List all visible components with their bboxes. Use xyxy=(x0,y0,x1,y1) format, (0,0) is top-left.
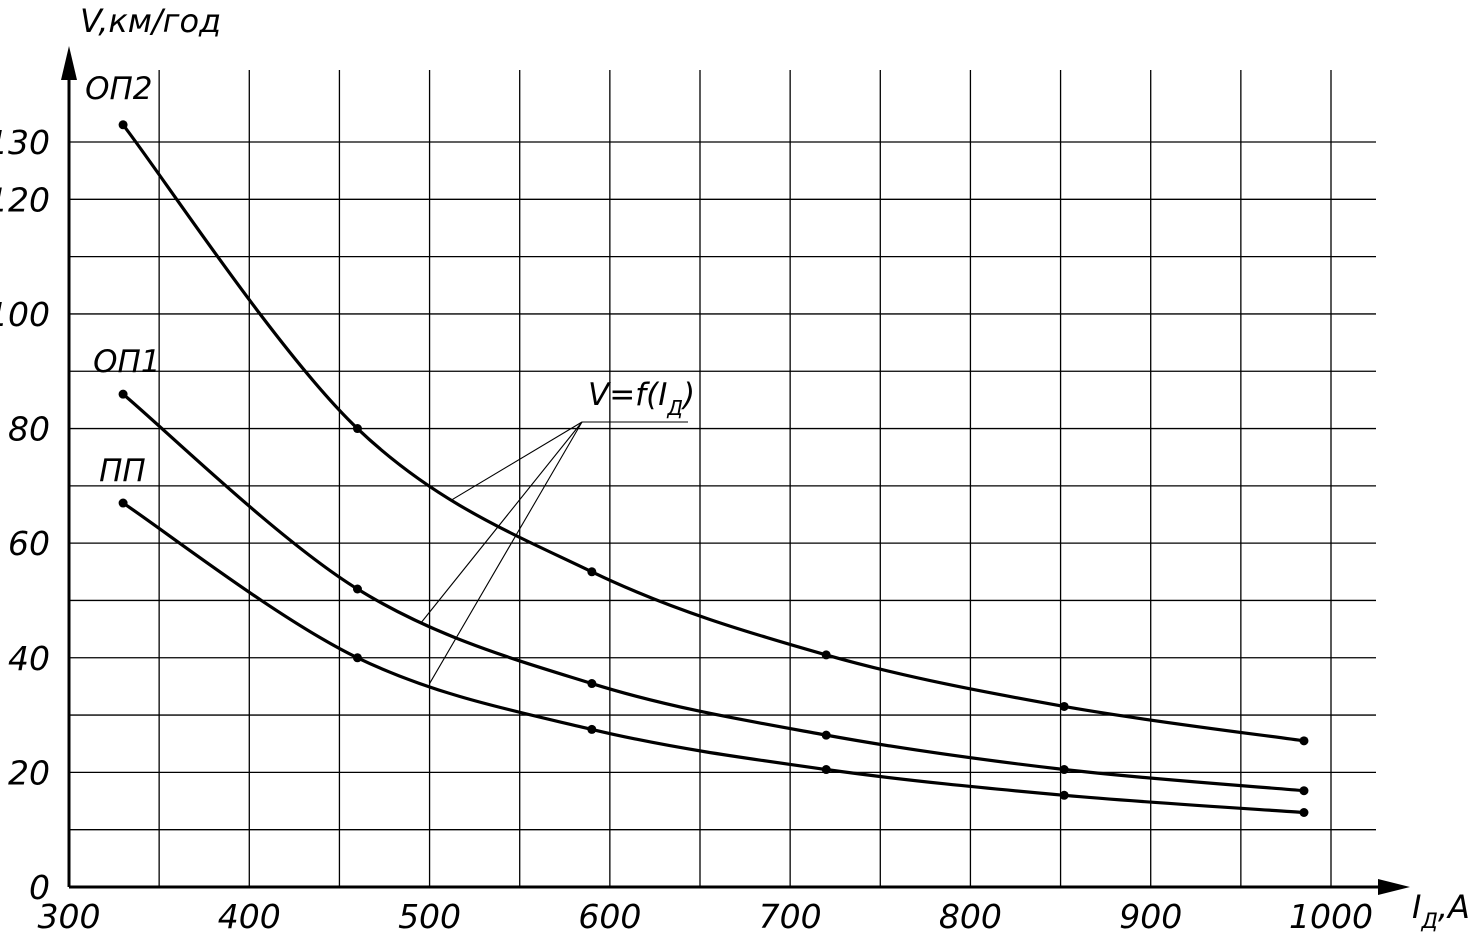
data-point xyxy=(1299,786,1309,796)
y-axis-arrow xyxy=(61,46,77,80)
y-tick-label: 130 xyxy=(0,123,50,162)
data-point xyxy=(821,650,831,660)
x-axis-title-main: I xyxy=(1412,888,1421,926)
axes xyxy=(61,46,1410,895)
data-point xyxy=(587,679,597,689)
x-tick-label: 800 xyxy=(939,897,1002,936)
x-axis-title-subscript: Д xyxy=(1420,909,1437,933)
series-curve-3 xyxy=(121,501,1306,815)
series-curves xyxy=(121,123,1306,815)
data-point xyxy=(1059,765,1069,775)
data-point xyxy=(1059,790,1069,800)
data-point xyxy=(118,120,128,130)
x-axis-arrow xyxy=(1378,879,1410,895)
x-axis-title-unit: ,A xyxy=(1438,888,1470,926)
y-tick-label: 120 xyxy=(0,180,50,219)
series-curve-2 xyxy=(121,392,1306,793)
y-tick-label: 100 xyxy=(0,295,50,334)
grid xyxy=(69,70,1376,887)
data-point xyxy=(352,653,362,663)
x-tick-label: 300 xyxy=(38,897,101,936)
y-tick-label: 40 xyxy=(8,639,50,678)
annotation-suffix: ) xyxy=(681,377,695,413)
x-axis-title: IД,A xyxy=(1412,888,1470,933)
annotation-main: V=f(I xyxy=(588,377,667,413)
data-point xyxy=(1059,701,1069,711)
data-point xyxy=(587,567,597,577)
x-tick-label: 600 xyxy=(578,897,641,936)
annotation-text: V=f(IД) xyxy=(588,377,695,420)
annotation-subscript: Д xyxy=(666,396,683,420)
tick-labels: 300 400 500 600 700 800 900 1000 0 20 40 60 80 100 120… xyxy=(0,123,1373,936)
data-point xyxy=(118,498,128,508)
series-label: ОП1 xyxy=(93,344,160,380)
data-point xyxy=(587,724,597,734)
data-point xyxy=(821,730,831,740)
x-tick-label: 400 xyxy=(218,897,281,936)
x-tick-label: 900 xyxy=(1119,897,1182,936)
series-label: ОП2 xyxy=(85,71,152,107)
annotation-leader xyxy=(450,421,583,501)
data-point xyxy=(118,389,128,399)
annotation-leader xyxy=(429,421,583,684)
data-point xyxy=(821,765,831,775)
y-tick-label: 80 xyxy=(8,410,50,449)
y-tick-label: 0 xyxy=(29,868,50,907)
y-axis-title: V,км/год xyxy=(80,2,221,40)
y-tick-label: 60 xyxy=(8,524,50,563)
annotation: V=f(IД) xyxy=(420,377,695,684)
series-label: ПП xyxy=(99,453,146,489)
data-point xyxy=(1299,736,1309,746)
series-points: ОП2 ОП1 ПП xyxy=(85,71,1309,817)
annotation-leader xyxy=(420,421,583,624)
data-point xyxy=(352,424,362,434)
x-tick-label: 500 xyxy=(398,897,461,936)
data-point xyxy=(1299,808,1309,817)
data-point xyxy=(352,584,362,594)
x-tick-label: 700 xyxy=(759,897,822,936)
y-tick-label: 20 xyxy=(8,753,50,792)
series-curve-1 xyxy=(121,123,1306,743)
x-tick-label: 1000 xyxy=(1289,897,1373,936)
